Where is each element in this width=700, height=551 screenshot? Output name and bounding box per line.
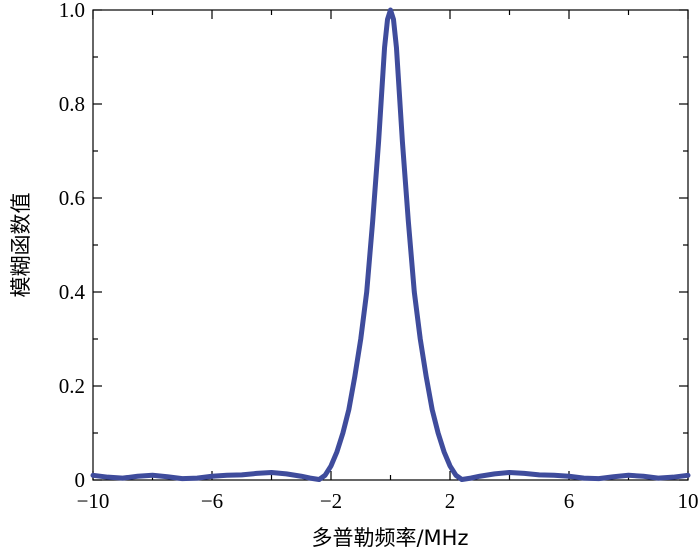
x-tick-label: 2 bbox=[445, 489, 456, 513]
x-tick-label: −6 bbox=[201, 489, 223, 513]
y-tick-label: 0.4 bbox=[59, 280, 86, 304]
x-axis-label: 多普勒频率/MHz bbox=[311, 526, 468, 550]
series-line bbox=[90, 7, 691, 483]
y-tick-label: 1.0 bbox=[59, 0, 85, 22]
x-tick-label: 10 bbox=[678, 489, 699, 513]
series-layer bbox=[90, 7, 691, 483]
y-tick-label: 0.8 bbox=[59, 92, 85, 116]
x-tick-label: 6 bbox=[564, 489, 575, 513]
plot-frame bbox=[92, 9, 689, 481]
y-tick-label: 0 bbox=[75, 468, 86, 492]
y-axis-label: 模糊函数值 bbox=[9, 193, 33, 298]
x-axis-ticks: −10 −6 −2 2 6 10 bbox=[77, 10, 699, 513]
y-tick-label: 0.2 bbox=[59, 374, 85, 398]
y-tick-label: 0.6 bbox=[59, 186, 85, 210]
x-tick-label: −10 bbox=[77, 489, 110, 513]
y-axis-ticks: 0 0.2 0.4 0.6 0.8 1.0 bbox=[59, 0, 688, 492]
x-tick-label: −2 bbox=[320, 489, 342, 513]
